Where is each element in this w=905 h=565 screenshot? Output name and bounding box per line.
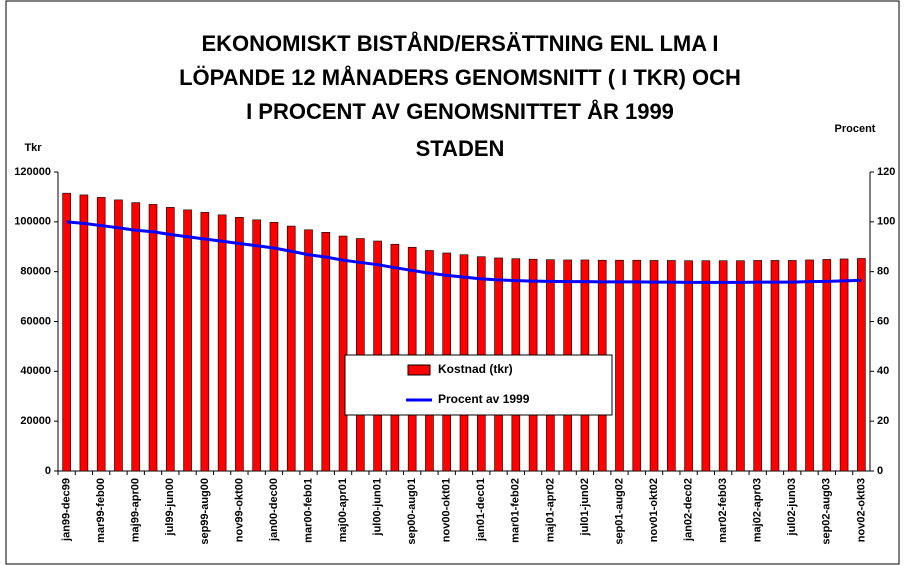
legend-box [344,354,613,416]
x-tick-label: sep00-aug01 [406,478,418,545]
x-tick-label: jan02-dec02 [683,478,695,542]
y-tick-label: 20000 [20,415,51,427]
bar [269,222,279,472]
y2-tick-label: 20 [877,415,889,427]
x-tick-label: nov01-okt02 [648,478,660,542]
bar [252,219,261,472]
bar [805,259,814,472]
x-tick-label: sep02-aug03 [821,478,833,545]
bar [787,260,797,472]
bar [701,260,711,472]
bar [114,199,123,472]
x-tick-label: jan01-dec01 [475,478,487,542]
legend-label: Procent av 1999 [438,392,530,406]
y-tick-label: 80000 [20,266,51,278]
bar [667,260,676,472]
x-tick-label: sep01-aug02 [613,478,625,545]
y-tick-label: 60000 [20,315,51,327]
y-tick-label: 0 [45,465,51,477]
line [66,220,862,284]
bar [822,259,832,472]
title-line: EKONOMISKT BISTÅND/ERSÄTTNING ENL LMA I [202,30,719,56]
x-tick-label: maj02-apr03 [752,478,764,542]
x-tick-label: mar99-feb00 [95,478,107,543]
bar [148,204,158,472]
bar [718,260,728,472]
title-line: I PROCENT AV GENOMSNITTET ÅR 1999 [246,98,674,124]
x-tick-label: mar01-feb02 [510,478,522,543]
x-tick-label: jul00-jun01 [372,478,384,536]
x-tick-label: nov02-okt03 [855,478,867,542]
y-axis-label: Tkr [24,142,42,154]
bar [304,229,313,472]
x-tick-label: jan00-dec00 [268,478,280,542]
frame [5,0,900,565]
x-tick-label: jul01-jun02 [579,478,591,536]
y-tick-label: 100000 [14,216,51,228]
x-tick-label: jan99-dec99 [61,478,73,542]
bar [615,259,624,472]
x-tick-label: maj00-apr01 [337,478,349,542]
x-tick-label: mar00-feb01 [302,478,314,543]
bar [684,260,693,472]
x-tick-label: nov99-okt00 [233,478,245,542]
bar [79,194,89,472]
x-tick-label: maj99-apr00 [130,478,142,542]
y2-tick-label: 0 [877,465,883,477]
bar [338,235,348,472]
x-tick-label: nov00-okt01 [441,478,453,542]
x-tick-label: jul99-jun00 [164,478,176,536]
bar [736,260,745,472]
y2-tick-label: 100 [877,216,895,228]
x-tick-label: jul02-jun03 [786,478,798,536]
bar [200,212,210,472]
legend-swatch [407,364,431,376]
bar [649,260,659,472]
bar [183,209,192,472]
bar [62,192,71,472]
y-tick-label: 40000 [20,365,51,377]
bar [753,260,763,472]
title-line: STADEN [416,136,505,161]
y2-tick-label: 60 [877,315,889,327]
x-tick-label: sep99-aug00 [199,478,211,545]
y2-tick-label: 120 [877,166,895,178]
bar [857,258,866,472]
y-tick-label: 120000 [14,166,51,178]
bar [632,259,642,472]
x-tick-label: maj01-apr02 [544,478,556,542]
legend-label: Kostnad (tkr) [438,362,513,376]
bar [770,260,780,472]
bar [96,197,106,472]
bar [217,214,227,472]
bar [321,231,331,472]
bar [165,207,175,472]
bar [235,217,244,472]
x-tick-label: mar02-feb03 [717,478,729,543]
bar [131,202,141,472]
bar [839,258,849,472]
y2-axis-label: Procent [835,123,876,135]
bar [286,225,296,472]
y2-tick-label: 40 [877,365,889,377]
title-line: LÖPANDE 12 MÅNADERS GENOMSNITT ( I TKR) … [179,64,741,90]
y2-tick-label: 80 [877,266,889,278]
